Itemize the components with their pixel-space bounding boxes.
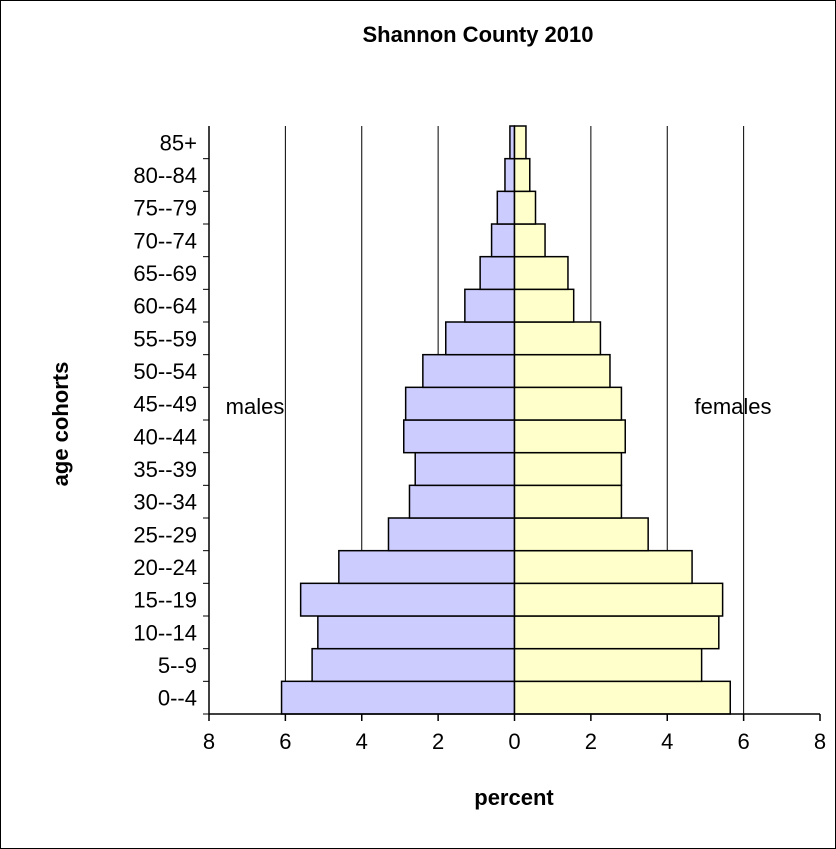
bar-female	[513, 680, 732, 715]
bar-female	[513, 419, 626, 454]
y-tick-label: 75--79	[133, 196, 197, 221]
bar-male	[317, 615, 516, 650]
x-tick-label: 4	[356, 729, 368, 754]
x-tick-label: 6	[738, 729, 750, 754]
bar-male	[464, 288, 516, 323]
bar-female	[513, 223, 546, 258]
bar-male	[404, 386, 516, 421]
bar-female	[513, 353, 611, 389]
bar-female	[513, 484, 623, 519]
y-tick-label: 0--4	[158, 686, 197, 711]
bar-male	[445, 321, 516, 356]
x-tick-label: 2	[585, 729, 597, 754]
y-tick-label: 60--64	[133, 294, 197, 319]
y-tick-label: 30--34	[133, 490, 197, 515]
bar-male	[299, 582, 516, 617]
males-label: males	[226, 394, 285, 419]
bar-female	[513, 451, 623, 487]
females-label: females	[694, 394, 771, 419]
bar-female	[513, 647, 703, 683]
bar-male	[414, 451, 516, 487]
x-tick-label: 2	[432, 729, 444, 754]
bar-female	[513, 321, 602, 356]
y-tick-label: 40--44	[133, 424, 197, 449]
bar-female	[513, 615, 720, 650]
y-axis-title: age cohorts	[48, 362, 73, 487]
y-tick-label: 15--19	[133, 588, 197, 613]
bar-male	[280, 680, 516, 715]
y-tick-label: 55--59	[133, 326, 197, 351]
x-tick-label: 8	[203, 729, 215, 754]
y-tick-label: 20--24	[133, 555, 197, 580]
bar-male	[338, 549, 516, 585]
x-tick-labels: 8 6 4 2 0 2 4 6 8	[203, 714, 826, 754]
y-tick-label: 65--69	[133, 261, 197, 286]
y-tick-label: 85+	[160, 130, 197, 155]
bar-female	[513, 582, 724, 617]
y-tick-label: 70--74	[133, 228, 197, 253]
bar-female	[513, 549, 693, 585]
bar-male	[408, 484, 516, 519]
bar-female	[513, 386, 623, 421]
bar-female	[513, 255, 569, 291]
x-tick-label: 0	[508, 729, 520, 754]
x-tick-label: 4	[661, 729, 673, 754]
x-tick-label: 8	[814, 729, 826, 754]
bar-female	[513, 157, 531, 193]
y-tick-label: 50--54	[133, 359, 197, 384]
bar-female	[513, 125, 527, 160]
y-tick-label: 25--29	[133, 522, 197, 547]
y-tick-labels: 0--4 5--9 10--14 15--19 20--24 25--29 30--34 35…	[133, 130, 209, 715]
y-tick-label: 80--84	[133, 163, 197, 188]
x-tick-label: 6	[279, 729, 291, 754]
y-tick-label: 35--39	[133, 457, 197, 482]
bar-female	[513, 288, 575, 323]
bars	[280, 125, 732, 715]
y-tick-label: 10--14	[133, 620, 197, 645]
bar-female	[513, 517, 649, 552]
bar-male	[490, 223, 516, 258]
bar-male	[311, 647, 516, 683]
y-tick-label: 5--9	[158, 653, 197, 678]
bar-male	[496, 190, 516, 225]
bar-male	[504, 157, 516, 193]
bar-female	[513, 190, 537, 225]
bar-male	[479, 255, 516, 291]
x-axis-title: percent	[474, 785, 554, 810]
bar-male	[403, 419, 516, 454]
chart-title: Shannon County 2010	[362, 22, 593, 47]
bar-male	[422, 353, 516, 389]
bar-male	[387, 517, 516, 552]
y-tick-label: 45--49	[133, 392, 197, 417]
